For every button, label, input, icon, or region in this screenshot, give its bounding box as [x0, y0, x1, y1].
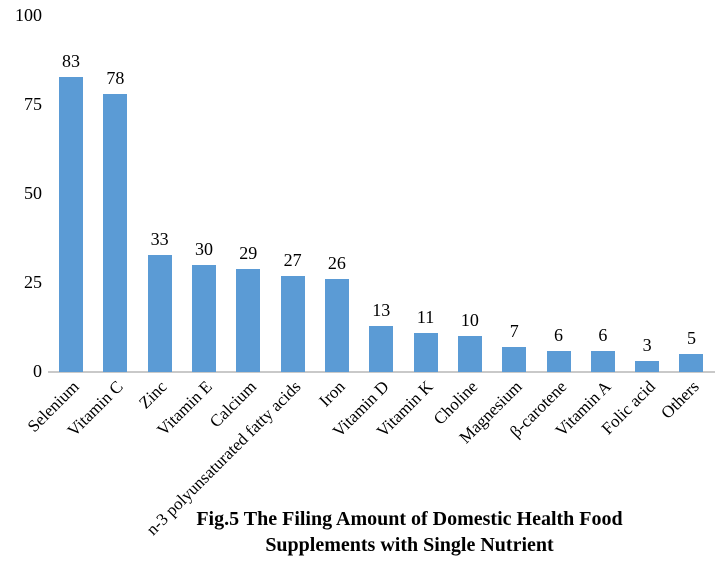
bar-folic-acid	[635, 361, 660, 372]
bar-value-label: 6	[598, 324, 608, 345]
bar-value-label: 27	[283, 249, 302, 270]
bar-value-label: 3	[642, 335, 652, 356]
bar-vitamin-k	[413, 332, 438, 372]
chart-title-line-2: Supplements with Single Nutrient	[265, 534, 554, 556]
bar-iron	[324, 279, 349, 372]
chart-title-line-1: Fig.5 The Filing Amount of Domestic Heal…	[196, 508, 623, 530]
bar-zinc	[147, 254, 172, 372]
bar-vitamin-a	[590, 350, 615, 372]
y-axis-tick-label: 75	[24, 94, 42, 114]
bar-value-label: 83	[62, 50, 80, 71]
x-axis-category-label: Zinc	[135, 377, 172, 413]
x-axis-category-label: Others	[657, 377, 703, 423]
y-axis-tick-label: 50	[24, 183, 42, 203]
bar-value-label: 29	[239, 242, 258, 263]
bar-value-label: 33	[150, 228, 169, 249]
bar-choline	[457, 336, 482, 372]
bar-value-label: 5	[686, 328, 696, 349]
bar-value-label: 13	[372, 299, 391, 320]
bar-n-3-polyunsaturated-fatty-acids	[280, 275, 305, 372]
bar-value-label: 7	[509, 321, 519, 342]
bar-value-label: 11	[416, 306, 435, 327]
bar-vitamin-c	[103, 94, 128, 372]
bar-value-label: 26	[327, 253, 346, 274]
y-axis-tick-label: 25	[24, 272, 42, 292]
bar-vitamin-e	[191, 265, 216, 372]
chart-title: Fig.5 The Filing Amount of Domestic Heal…	[100, 506, 719, 558]
bar-selenium	[59, 76, 83, 372]
y-axis-tick-label: 0	[33, 361, 42, 381]
x-axis-line	[48, 371, 715, 373]
bar-value-label: 6	[554, 324, 564, 345]
bar-others	[679, 354, 704, 372]
x-axis-category-label: Iron	[314, 377, 349, 411]
bar-β-carotene	[546, 350, 571, 372]
bar-value-label: 78	[106, 68, 125, 89]
y-axis-tick-label: 100	[15, 5, 42, 25]
bar-calcium	[236, 268, 261, 372]
bar-vitamin-d	[369, 325, 394, 372]
bar-value-label: 30	[194, 239, 213, 260]
bar-magnesium	[502, 347, 527, 372]
bar-value-label: 10	[460, 310, 479, 331]
